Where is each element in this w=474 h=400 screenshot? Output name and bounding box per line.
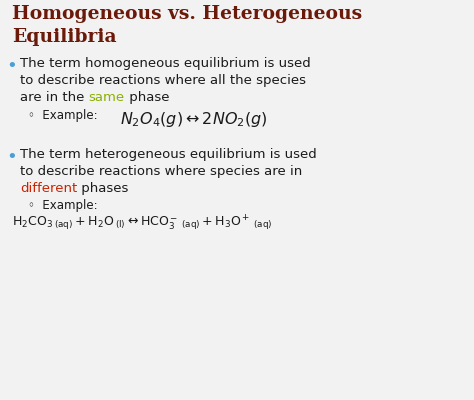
Text: Homogeneous vs. Heterogeneous: Homogeneous vs. Heterogeneous <box>12 5 362 23</box>
Text: $\mathrm{H_2CO_3}\,_{\mathrm{(aq)}} + \mathrm{H_2O}\,_{\mathrm{(l)}} \leftrighta: $\mathrm{H_2CO_3}\,_{\mathrm{(aq)}} + \m… <box>12 214 273 233</box>
Text: $\mathit{N}_2\mathit{O}_4(\mathit{g}) \leftrightarrow 2\mathit{N}\mathit{O}_2(\m: $\mathit{N}_2\mathit{O}_4(\mathit{g}) \l… <box>120 110 268 129</box>
Text: phase: phase <box>125 91 169 104</box>
Text: •: • <box>6 57 17 75</box>
Text: to describe reactions where species are in: to describe reactions where species are … <box>20 165 302 178</box>
Text: are in the: are in the <box>20 91 89 104</box>
Text: phases: phases <box>77 182 128 195</box>
Text: The term homogeneous equilibrium is used: The term homogeneous equilibrium is used <box>20 57 311 70</box>
Text: The term heterogeneous equilibrium is used: The term heterogeneous equilibrium is us… <box>20 148 317 161</box>
Text: to describe reactions where all the species: to describe reactions where all the spec… <box>20 74 306 87</box>
Text: ◦  Example:: ◦ Example: <box>28 199 98 212</box>
Text: •: • <box>6 148 17 166</box>
Text: Equilibria: Equilibria <box>12 28 117 46</box>
Text: different: different <box>20 182 77 195</box>
Text: ◦  Example:: ◦ Example: <box>28 109 98 122</box>
Text: same: same <box>89 91 125 104</box>
